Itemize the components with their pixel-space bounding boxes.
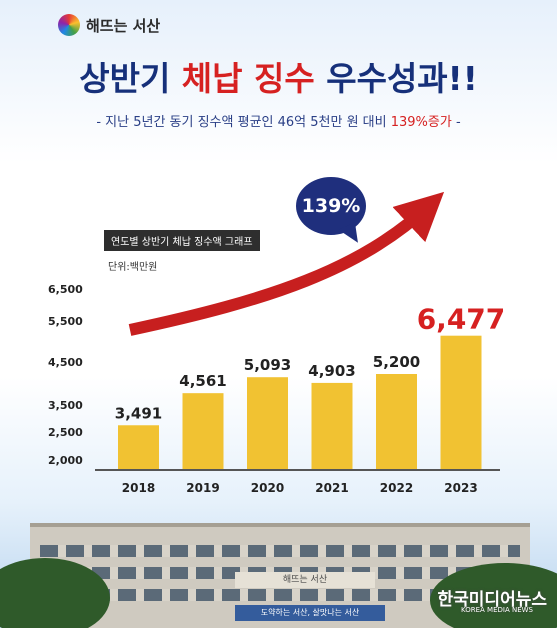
- y-tick-label: 2,000: [48, 454, 83, 467]
- x-tick-label: 2022: [380, 481, 413, 495]
- growth-bubble: 139%: [296, 177, 366, 235]
- x-tick-label: 2019: [186, 481, 219, 495]
- bar: [440, 335, 482, 470]
- subheadline-part1: - 지난 5년간 동기 징수액 평균인 46억 5천만 원 대비: [96, 115, 391, 130]
- y-tick-label: 6,500: [48, 283, 83, 296]
- x-tick-label: 2018: [122, 481, 155, 495]
- y-tick-label: 5,500: [48, 315, 83, 328]
- tree: [430, 563, 557, 628]
- bar: [376, 374, 417, 470]
- subheadline-part2: 139%증가: [390, 115, 452, 130]
- x-tick-label: 2020: [251, 481, 284, 495]
- bar: [118, 425, 159, 470]
- bar-value-label: 5,093: [244, 356, 291, 374]
- bar: [182, 393, 224, 470]
- building-sign: 해뜨는 서산: [235, 572, 375, 588]
- window-row: [40, 545, 520, 557]
- headline-part2: 체납 징수: [181, 59, 315, 98]
- bar: [311, 382, 353, 470]
- x-tick-label: 2021: [315, 481, 348, 495]
- y-tick-label: 3,500: [48, 399, 83, 412]
- subheadline-part3: -: [451, 115, 461, 130]
- bar-value-label: 4,561: [179, 372, 226, 390]
- bar-value-label: 3,491: [115, 404, 162, 422]
- headline-part1: 상반기: [79, 59, 182, 98]
- watermark: 한국미디어뉴스: [437, 590, 547, 610]
- growth-arrow: [128, 191, 445, 336]
- bar-value-label: 4,903: [308, 362, 355, 380]
- chart-unit: 단위:백만원: [108, 262, 158, 273]
- x-tick-label: 2023: [444, 481, 477, 495]
- y-tick-label: 2,500: [48, 426, 83, 439]
- bar-value-label: 6,477: [417, 303, 506, 336]
- chart-title: 연도별 상반기 체납 징수액 그래프: [104, 230, 260, 251]
- watermark-sub: KOREA MEDIA NEWS: [461, 606, 533, 614]
- headline: 상반기 체납 징수 우수성과!!: [0, 52, 557, 100]
- window-row: [40, 589, 520, 601]
- bar-chart: 3,491 4,561 5,093 4,903 5,200 6,477 2,000 2,50…: [48, 191, 506, 495]
- subheadline: - 지난 5년간 동기 징수액 평균인 46억 5천만 원 대비 139%증가 …: [0, 111, 557, 130]
- building-banner: 도약하는 서산, 살맛나는 서산: [235, 605, 385, 621]
- brand-logo: 해뜨는 서산: [58, 14, 160, 36]
- brand-logo-icon: [58, 14, 80, 36]
- y-tick-label: 4,500: [48, 356, 83, 369]
- tree: [0, 558, 110, 628]
- bar: [247, 377, 288, 470]
- brand-name: 해뜨는 서산: [86, 16, 161, 35]
- bar-value-label: 5,200: [373, 353, 420, 371]
- headline-part3: 우수성과!!: [314, 59, 478, 98]
- city-hall-photo: 해뜨는 서산 도약하는 서산, 살맛나는 서산: [0, 513, 557, 628]
